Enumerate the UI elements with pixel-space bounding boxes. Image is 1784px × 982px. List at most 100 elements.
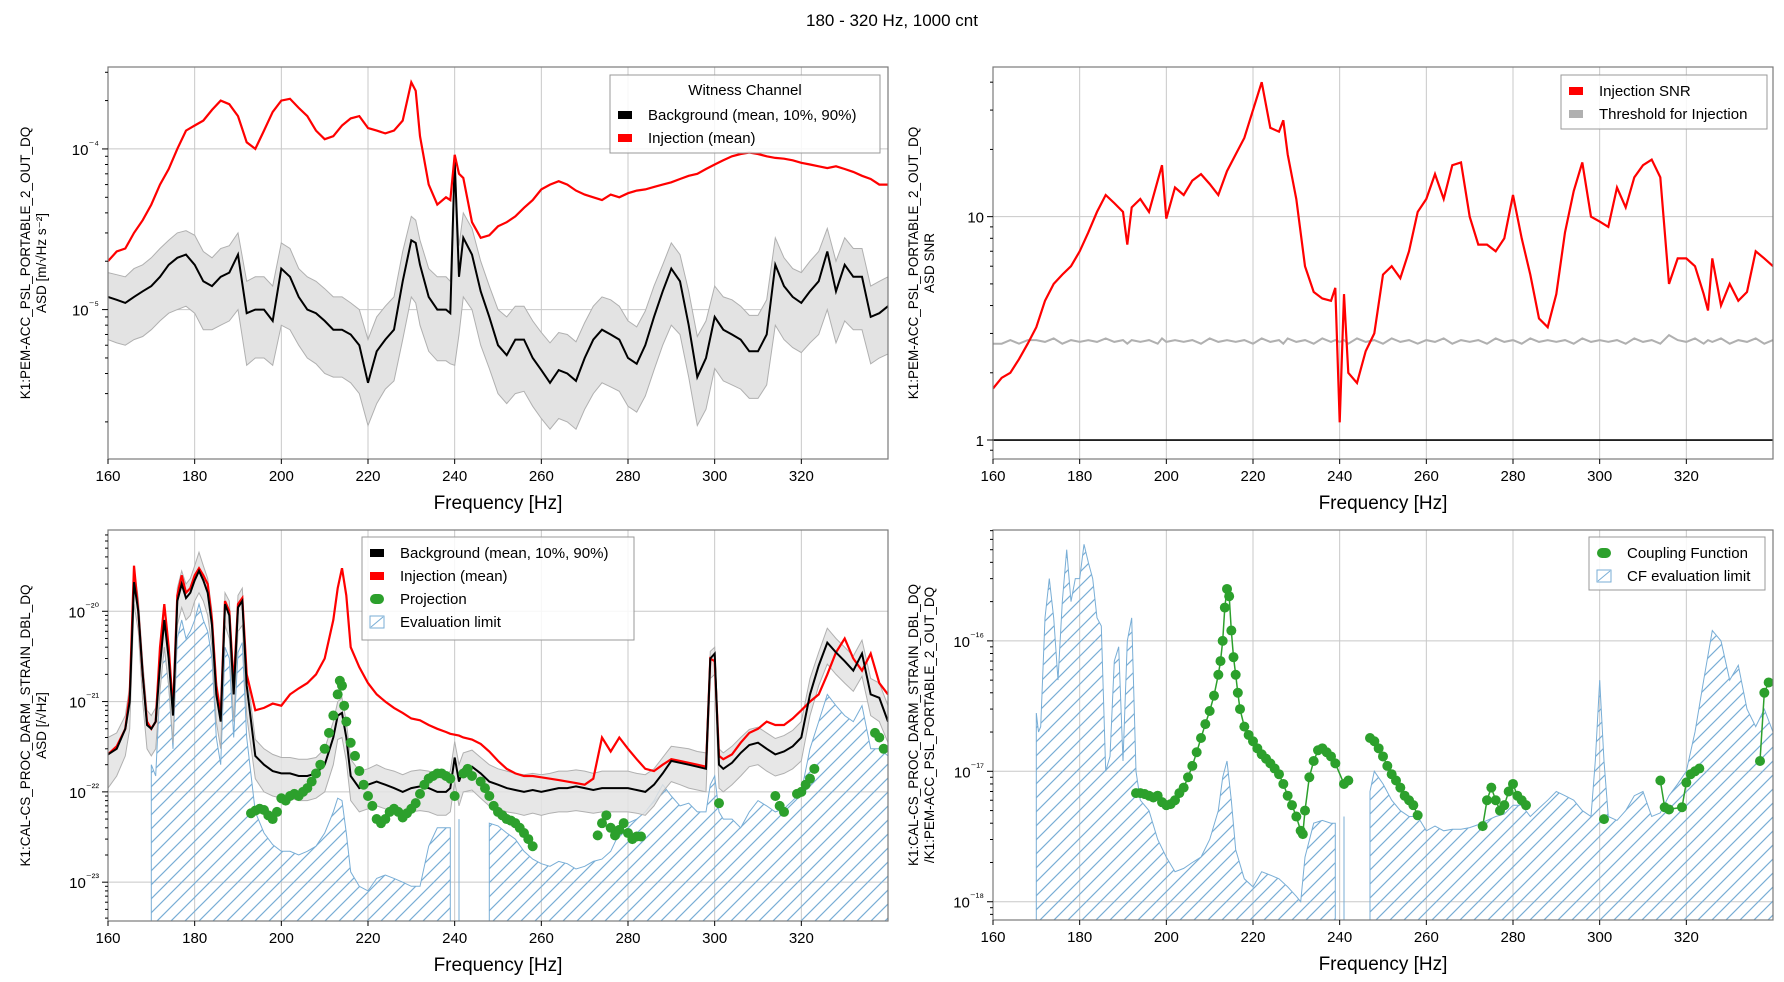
projection-point [484, 791, 495, 802]
coupling-function-point [1200, 719, 1211, 730]
projection-point [315, 759, 326, 770]
x-tick-label: 200 [269, 468, 294, 485]
coupling-function-point [1274, 769, 1284, 780]
coupling-function-point [1759, 687, 1770, 698]
coupling-function-point [1664, 804, 1674, 815]
coupling-function-point [1228, 652, 1239, 663]
y-tick-label: 10⁻²² [69, 782, 99, 802]
x-tick-label: 200 [269, 930, 294, 947]
coupling-function-point [1694, 763, 1705, 774]
x-tick-label: 300 [1587, 929, 1612, 946]
x-axis-label: Frequency [Hz] [1319, 493, 1448, 514]
x-tick-label: 260 [1414, 468, 1439, 485]
x-tick-label: 160 [95, 468, 120, 485]
y-axis-channel-label: K1:CAL-CS_PROC_DARM_STRAIN_DBL_DQ [18, 584, 33, 866]
x-tick-label: 240 [442, 930, 467, 947]
legend-box [1560, 74, 1768, 130]
projection-point [311, 768, 321, 779]
x-tick-label: 180 [1067, 929, 1092, 946]
coupling-function-point [1343, 775, 1354, 786]
projection-point [770, 791, 781, 802]
projection-point [306, 776, 317, 787]
coupling-function-point [1373, 743, 1384, 754]
x-tick-label: 260 [529, 930, 554, 947]
axes-frame [107, 66, 889, 460]
projection-point [467, 770, 477, 781]
y-tick-label: 10⁻¹⁸ [953, 892, 984, 912]
x-tick-label: 220 [1240, 468, 1265, 485]
x-tick-label: 280 [615, 930, 640, 947]
y-tick-label: 10 [967, 210, 984, 227]
evaluation-limit-area [150, 602, 888, 921]
x-tick-label: 160 [980, 468, 1005, 485]
x-tick-label: 220 [355, 930, 380, 947]
projection-point [779, 806, 789, 817]
coupling-function-point [1412, 810, 1423, 821]
legend-box [609, 74, 881, 154]
coupling-function-point [1382, 760, 1393, 771]
injection-mean-line [108, 565, 888, 786]
projection-point [332, 689, 343, 700]
legend: Witness Channel Background (mean, 10%, 90… [609, 74, 881, 154]
projection-point [618, 818, 629, 829]
projection-point [337, 680, 347, 691]
projection-point [605, 822, 616, 833]
x-tick-label: 280 [615, 468, 640, 485]
coupling-function-point [1213, 669, 1224, 680]
coupling-function-point [1282, 790, 1293, 801]
projection-point [527, 841, 538, 852]
coupling-function-point [1178, 782, 1189, 793]
legend-label: CF evaluation limit [1627, 568, 1751, 585]
legend-swatch-injection [370, 572, 384, 580]
projection-point [714, 798, 724, 809]
legend-swatch-projection [370, 594, 384, 604]
coupling-function-point [1226, 625, 1237, 636]
projection-point [874, 732, 885, 743]
coupling-function-point [1763, 677, 1773, 688]
legend-box [361, 536, 635, 641]
axes-frame [992, 529, 1774, 921]
projection-point [367, 800, 378, 811]
x-tick-label: 180 [1067, 468, 1092, 485]
projection-point [445, 773, 456, 784]
x-tick-label: 300 [702, 930, 727, 947]
projection-point [272, 806, 282, 817]
projection-point [358, 779, 369, 790]
axes-frame [992, 66, 1774, 460]
x-tick-label: 220 [355, 468, 380, 485]
witness-channel-panel: 160 180 200 220 240 260 280 300 320 10⁻⁴ 10⁻⁵ Frequ… [18, 66, 889, 514]
coupling-function-point [1503, 786, 1514, 797]
y-tick-label: 10⁻¹⁶ [953, 631, 984, 651]
legend-label: Background (mean, 10%, 90%) [400, 545, 608, 562]
legend-swatch-threshold [1569, 110, 1583, 118]
coupling-function-point [1235, 704, 1245, 715]
coupling-function-point [1278, 778, 1289, 789]
x-tick-label: 180 [182, 930, 207, 947]
y-tick-label: 10⁻²³ [69, 872, 99, 892]
projection-point [878, 743, 888, 754]
x-tick-label: 280 [1500, 929, 1525, 946]
figure-title: 180 - 320 Hz, 1000 cnt [806, 11, 978, 30]
projection-point [354, 766, 365, 777]
y-tick-label: 10⁻⁵ [72, 300, 99, 320]
injection-snr-line [993, 81, 1773, 423]
coupling-function-point [1486, 782, 1497, 793]
x-axis-label: Frequency [Hz] [434, 955, 563, 976]
coupling-function-point [1330, 758, 1341, 769]
coupling-function-point [1232, 687, 1243, 698]
axes-frame [107, 529, 889, 922]
projection-point [350, 750, 360, 761]
y-axis-channel-label: K1:PEM-ACC_PSL_PORTABLE_2_OUT_DQ [906, 127, 921, 400]
projection-point [410, 798, 421, 809]
x-tick-label: 320 [789, 930, 814, 947]
coupling-function-panel: 160 180 200 220 240 260 280 300 320 10⁻¹⁶ 10⁻¹⁷ 10⁻… [906, 529, 1774, 975]
x-tick-label: 240 [442, 468, 467, 485]
x-axis-label: Frequency [Hz] [434, 493, 563, 514]
coupling-function-point [1287, 800, 1297, 811]
x-tick-label: 160 [980, 929, 1005, 946]
coupling-function-point [1681, 777, 1692, 788]
x-tick-label: 160 [95, 930, 120, 947]
background-mean-line [108, 568, 888, 793]
projection-point [601, 810, 612, 821]
